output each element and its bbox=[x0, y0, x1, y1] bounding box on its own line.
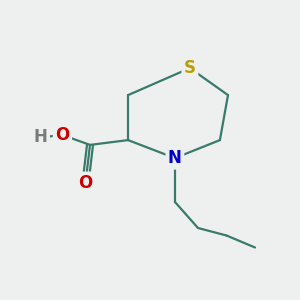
Text: H: H bbox=[34, 128, 47, 146]
Text: S: S bbox=[184, 59, 196, 77]
Text: O: O bbox=[78, 174, 93, 192]
Text: N: N bbox=[168, 149, 182, 167]
Text: O: O bbox=[55, 126, 70, 144]
